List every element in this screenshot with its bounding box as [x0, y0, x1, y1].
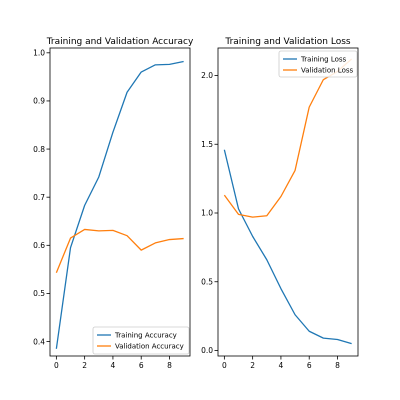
y-tick-label: 0.4 [33, 337, 45, 346]
x-tick-label: 0 [222, 361, 227, 370]
series-line-training-loss [223, 149, 352, 345]
legend-box [278, 50, 358, 78]
y-tick-label: 2.0 [201, 71, 213, 80]
chart-title: Training and Validation Accuracy [46, 37, 194, 47]
x-tick-label: 2 [82, 361, 87, 370]
legend: Training Accuracy Validation Accuracy [92, 326, 190, 355]
series-line-validation-loss [223, 58, 353, 218]
y-tick-label: 1.0 [201, 209, 213, 218]
legend-label: Training Loss [300, 56, 347, 64]
y-tick-label: 0.9 [33, 97, 45, 106]
x-tick-label: 8 [167, 361, 172, 370]
series-line-training-accuracy [55, 60, 184, 349]
legend-label: Training Accuracy [114, 332, 177, 340]
y-tick-label: 0.5 [201, 277, 213, 286]
x-tick-label: 4 [279, 361, 284, 370]
axes-frame [49, 47, 191, 357]
y-tick-label: 1.5 [201, 140, 213, 149]
y-tick-label: 0.5 [33, 289, 45, 298]
chart-title: Training and Validation Loss [224, 37, 351, 47]
x-tick-label: 6 [307, 361, 312, 370]
y-tick-label: 1.0 [33, 49, 45, 58]
x-tick-label: 2 [250, 361, 255, 370]
x-tick-label: 0 [54, 361, 59, 370]
legend-label: Validation Accuracy [115, 343, 184, 351]
y-tick-label: 0.0 [201, 346, 213, 355]
series-line-validation-accuracy [55, 228, 184, 273]
axes-frame [217, 47, 359, 357]
y-tick-label: 0.6 [33, 241, 45, 250]
y-tick-label: 0.8 [33, 145, 45, 154]
y-tick-label: 0.7 [33, 193, 45, 202]
x-tick-label: 4 [111, 361, 116, 370]
legend-label: Validation Loss [301, 67, 353, 75]
loss-chart: Training and Validation Loss 0 2 4 6 8 0.0 0.5… [201, 37, 359, 370]
x-tick-label: 8 [335, 361, 340, 370]
accuracy-chart: Training and Validation Accuracy 0 2 4 6 8 0.… [33, 37, 194, 370]
legend-box [92, 326, 190, 355]
x-tick-label: 6 [139, 361, 144, 370]
legend: Training Loss Validation Loss [278, 50, 358, 78]
